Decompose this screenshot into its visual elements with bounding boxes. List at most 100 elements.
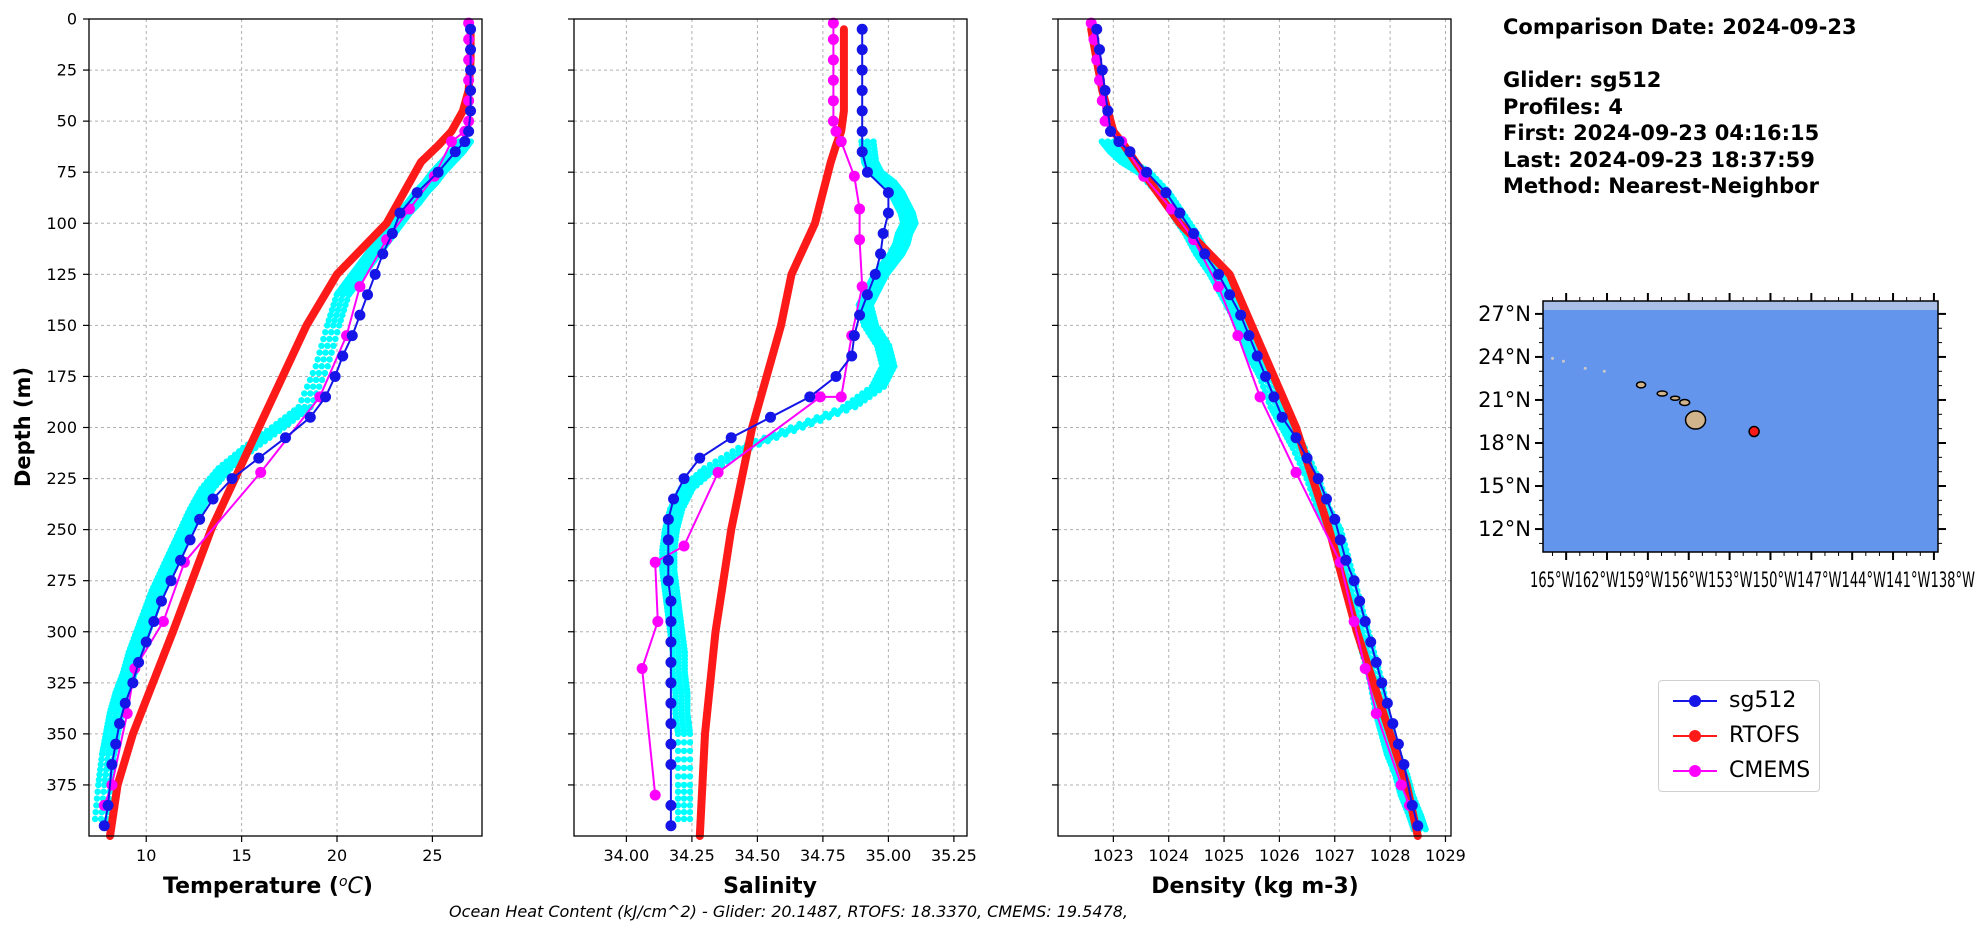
data-point — [765, 411, 776, 423]
data-point — [1243, 330, 1255, 342]
data-point — [100, 788, 107, 795]
data-point — [140, 636, 152, 648]
data-point — [856, 125, 868, 137]
x-tick-label: 15 — [231, 846, 251, 865]
data-point — [331, 317, 338, 324]
data-point — [665, 677, 677, 689]
data-point — [285, 420, 292, 428]
data-point — [330, 301, 337, 309]
data-point — [680, 795, 688, 802]
data-point — [856, 146, 868, 158]
data-point — [680, 781, 688, 789]
data-point — [1099, 84, 1111, 96]
location-map: 27°N 24°N 21°N 18°N 15°N 12°N 165°W162°W159°W1… — [1478, 293, 1975, 592]
data-point — [816, 417, 824, 424]
data-point — [827, 115, 839, 127]
data-point — [686, 739, 694, 746]
data-point — [333, 311, 340, 319]
data-point — [95, 776, 103, 784]
first-profile-time: First: 2024-09-23 04:16:15 — [1503, 121, 1820, 145]
data-point — [106, 759, 118, 771]
data-point — [1268, 391, 1280, 403]
data-point — [289, 417, 296, 424]
data-point — [856, 44, 868, 56]
data-point — [764, 437, 771, 445]
y-tick-label: 25 — [57, 61, 77, 80]
series-cmems — [636, 17, 868, 801]
data-point — [318, 376, 326, 384]
map-frame — [1542, 300, 1939, 553]
data-point — [320, 391, 332, 403]
y-tick-label: 275 — [46, 571, 77, 590]
data-point — [121, 707, 133, 719]
data-point — [335, 322, 343, 329]
data-point — [463, 95, 475, 107]
x-tick-label: 34.00 — [603, 846, 649, 865]
data-point — [830, 370, 842, 382]
data-point — [256, 441, 264, 448]
data-point — [814, 391, 826, 403]
data-point — [856, 64, 868, 76]
data-point — [315, 369, 323, 377]
data-point — [1412, 820, 1424, 832]
data-point — [266, 434, 273, 441]
data-point — [271, 431, 278, 438]
data-point — [1102, 105, 1114, 117]
data-point — [328, 349, 335, 356]
data-point — [315, 383, 323, 390]
data-point — [662, 513, 674, 525]
data-point — [334, 306, 342, 314]
plot-frame — [1057, 18, 1452, 837]
data-point — [1105, 125, 1117, 137]
glider-location-marker — [1748, 425, 1760, 438]
data-point — [98, 751, 106, 758]
data-point — [377, 248, 389, 260]
ocean-area — [1543, 301, 1938, 552]
data-point — [665, 656, 677, 668]
x-tick-label: 20 — [327, 846, 347, 865]
data-point — [354, 309, 366, 321]
data-point — [320, 356, 327, 363]
data-point — [314, 356, 321, 363]
data-point — [321, 369, 329, 377]
data-point — [694, 452, 706, 464]
series-sg512 — [98, 23, 477, 832]
data-point — [106, 779, 118, 791]
data-point — [1096, 64, 1108, 76]
data-point — [1365, 636, 1377, 648]
series-line — [1087, 25, 1422, 840]
data-point — [808, 420, 815, 428]
data-point — [325, 317, 332, 324]
data-point — [782, 431, 789, 438]
lat-tick-label: 27°N — [1478, 302, 1531, 326]
data-point — [1348, 616, 1360, 628]
data-point — [1312, 473, 1324, 485]
data-point — [665, 759, 677, 771]
data-point — [674, 747, 682, 755]
data-point — [686, 802, 694, 809]
data-point — [329, 370, 341, 382]
data-point — [668, 493, 680, 505]
data-point — [1376, 677, 1388, 689]
series-line — [103, 22, 470, 807]
data-point — [674, 764, 682, 772]
data-point — [96, 766, 104, 773]
data-point — [330, 342, 337, 349]
data-point — [324, 342, 331, 349]
data-point — [1301, 470, 1308, 477]
data-point — [1213, 268, 1225, 280]
data-point — [665, 636, 677, 648]
data-point — [101, 781, 108, 789]
data-point — [318, 342, 325, 349]
data-point — [449, 146, 461, 158]
data-point — [336, 301, 343, 309]
data-point — [1348, 575, 1360, 587]
x-tick-label: 10 — [136, 846, 156, 865]
data-point — [725, 432, 737, 444]
legend-entry-cmems: CMEMS — [1667, 757, 1817, 787]
data-point — [346, 330, 358, 342]
data-point — [333, 291, 340, 298]
data-point — [339, 311, 346, 319]
data-point — [877, 227, 889, 239]
data-point — [861, 289, 873, 301]
